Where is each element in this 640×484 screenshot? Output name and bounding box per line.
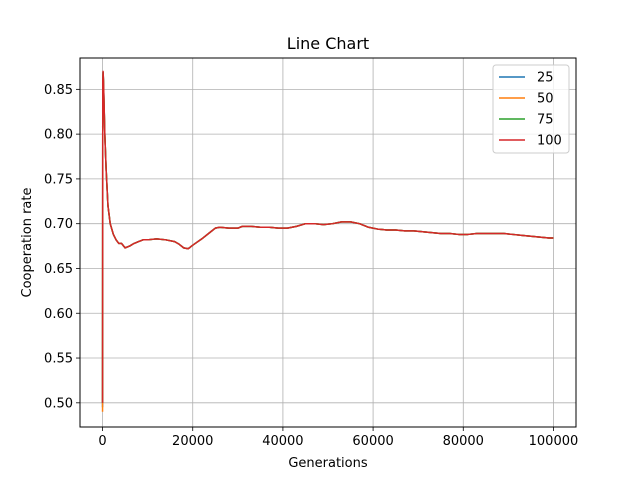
y-tick-label: 0.70 bbox=[44, 217, 73, 232]
y-axis-ticks: 0.50 0.55 0.60 0.65 0.70 0.75 0.80 0.85 bbox=[44, 83, 80, 411]
y-tick-label: 0.85 bbox=[44, 83, 73, 98]
y-tick-label: 0.80 bbox=[44, 128, 73, 143]
x-tick-label: 40000 bbox=[262, 434, 303, 449]
y-tick-label: 0.75 bbox=[44, 172, 73, 187]
series-lines bbox=[101, 70, 554, 412]
y-tick-label: 0.50 bbox=[44, 396, 73, 411]
y-axis-label: Cooperation rate bbox=[20, 188, 35, 298]
x-tick-label: 20000 bbox=[172, 434, 213, 449]
legend-label-50: 50 bbox=[537, 92, 554, 107]
y-tick-label: 0.65 bbox=[44, 262, 73, 277]
legend-label-25: 25 bbox=[537, 71, 554, 86]
x-tick-label: 0 bbox=[98, 434, 106, 449]
x-tick-label: 100000 bbox=[529, 434, 579, 449]
series-line-100 bbox=[101, 70, 554, 403]
plot-frame bbox=[79, 57, 577, 428]
y-tick-label: 0.55 bbox=[44, 352, 73, 367]
x-axis-ticks: 0 20000 40000 60000 80000 100000 bbox=[98, 427, 578, 449]
legend-box bbox=[492, 64, 570, 154]
legend-label-75: 75 bbox=[537, 113, 554, 128]
legend-label-100: 100 bbox=[537, 134, 562, 149]
x-tick-label: 80000 bbox=[443, 434, 484, 449]
x-tick-label: 60000 bbox=[352, 434, 393, 449]
y-tick-label: 0.60 bbox=[44, 307, 73, 322]
x-axis-label: Generations bbox=[288, 456, 368, 471]
chart-title: Line Chart bbox=[287, 34, 369, 53]
legend: 25 50 75 100 bbox=[492, 64, 570, 154]
